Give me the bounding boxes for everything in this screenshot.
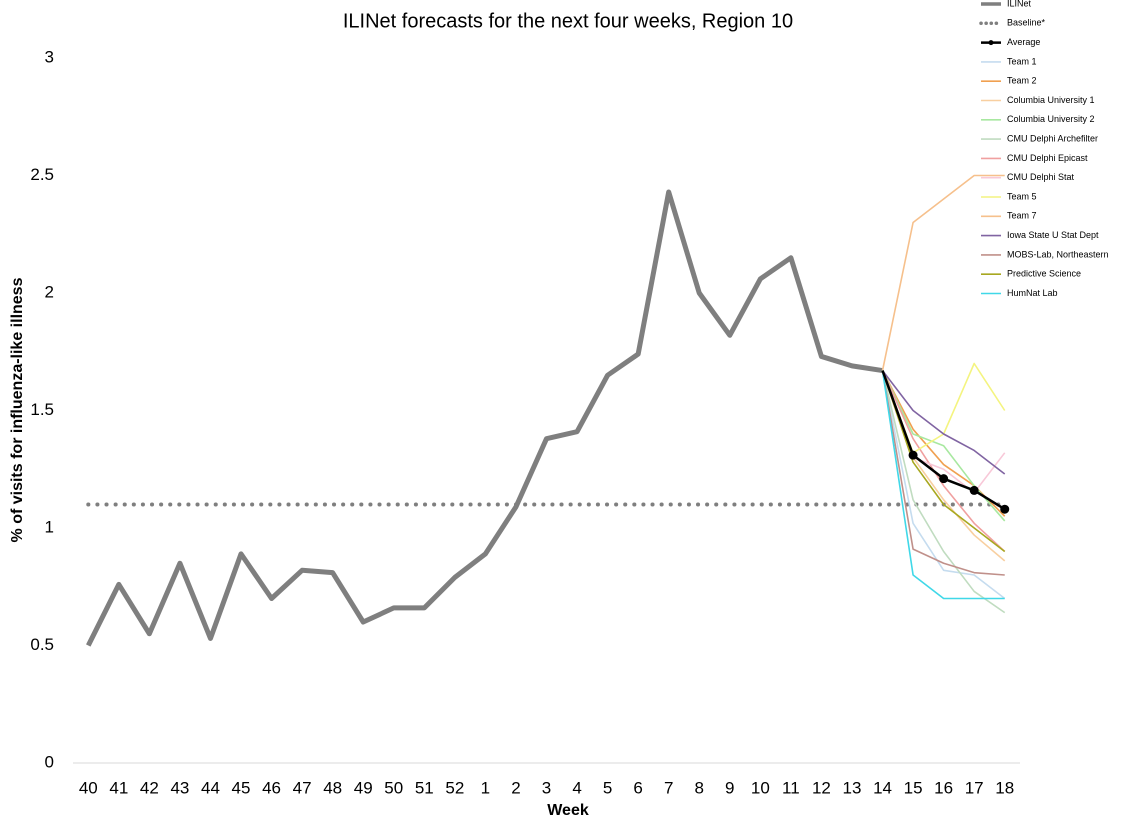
legend-label: CMU Delphi Stat [1007, 172, 1075, 182]
legend-label: Team 1 [1007, 56, 1037, 66]
chart-title: ILINet forecasts for the next four weeks… [343, 10, 793, 32]
series-line [881, 174, 1005, 371]
x-tick-label: 12 [812, 778, 831, 797]
x-tick-label: 14 [873, 778, 892, 797]
x-tick-label: 16 [934, 778, 953, 797]
series-line [881, 370, 1005, 576]
legend-label: Average [1007, 37, 1040, 47]
x-tick-label: 13 [843, 778, 862, 797]
x-tick-label: 7 [664, 778, 673, 797]
x-tick-label: 11 [782, 778, 800, 797]
x-tick-label: 45 [232, 778, 251, 797]
x-axis-label: Week [547, 802, 589, 819]
x-tick-label: 48 [323, 778, 342, 797]
legend-label: Baseline* [1007, 18, 1046, 28]
series-line [86, 189, 883, 647]
series-line [881, 370, 1006, 475]
data-point [969, 485, 979, 495]
y-tick-label: 2.5 [30, 165, 54, 184]
y-tick-label: 2 [45, 282, 54, 301]
x-tick-label: 8 [695, 778, 704, 797]
x-tick-label: 49 [354, 778, 373, 797]
x-tick-label: 4 [572, 778, 581, 797]
x-tick-label: 1 [481, 778, 490, 797]
legend-label: Team 7 [1007, 211, 1037, 221]
legend-label: Team 5 [1007, 191, 1037, 201]
x-tick-label: 9 [725, 778, 734, 797]
legend-label: MOBS-Lab, Northeastern [1007, 249, 1109, 259]
y-tick-label: 0.5 [30, 635, 54, 654]
series-line [881, 370, 1006, 553]
legend-label: HumNat Lab [1007, 288, 1058, 298]
x-tick-label: 43 [170, 778, 189, 797]
data-point [939, 474, 949, 484]
x-tick-label: 2 [511, 778, 520, 797]
data-point [1000, 504, 1010, 514]
y-tick-label: 3 [45, 47, 54, 66]
x-tick-label: 3 [542, 778, 551, 797]
x-tick-label: 47 [293, 778, 312, 797]
x-tick-label: 52 [445, 778, 464, 797]
legend-label: Iowa State U Stat Dept [1007, 230, 1099, 240]
series-line [881, 370, 1005, 600]
series-line [881, 370, 1006, 553]
x-tick-label: 10 [751, 778, 770, 797]
x-tick-label: 40 [79, 778, 98, 797]
x-tick-label: 44 [201, 778, 220, 797]
y-tick-label: 1 [45, 517, 54, 536]
x-tick-label: 18 [995, 778, 1014, 797]
x-tick-label: 41 [109, 778, 128, 797]
legend-label: CMU Delphi Archefilter [1007, 133, 1098, 143]
legend-label: ILINet [1007, 0, 1032, 8]
y-axis-label: % of visits for influenza-like illness [9, 277, 26, 542]
legend-label: Columbia University 2 [1007, 114, 1095, 124]
legend-label: Columbia University 1 [1007, 95, 1095, 105]
x-tick-label: 50 [384, 778, 403, 797]
x-tick-label: 17 [965, 778, 984, 797]
legend-label: Team 2 [1007, 76, 1037, 86]
series-line [881, 370, 1006, 600]
x-tick-label: 51 [415, 778, 434, 797]
legend-label: Predictive Science [1007, 269, 1081, 279]
x-tick-label: 46 [262, 778, 281, 797]
legend-marker [988, 40, 994, 46]
legend-label: CMU Delphi Epicast [1007, 153, 1088, 163]
y-tick-label: 1.5 [30, 400, 54, 419]
x-tick-label: 42 [140, 778, 159, 797]
y-tick-label: 0 [45, 752, 54, 771]
x-tick-label: 5 [603, 778, 612, 797]
x-tick-label: 6 [633, 778, 642, 797]
x-tick-label: 15 [904, 778, 923, 797]
data-point [908, 450, 918, 460]
